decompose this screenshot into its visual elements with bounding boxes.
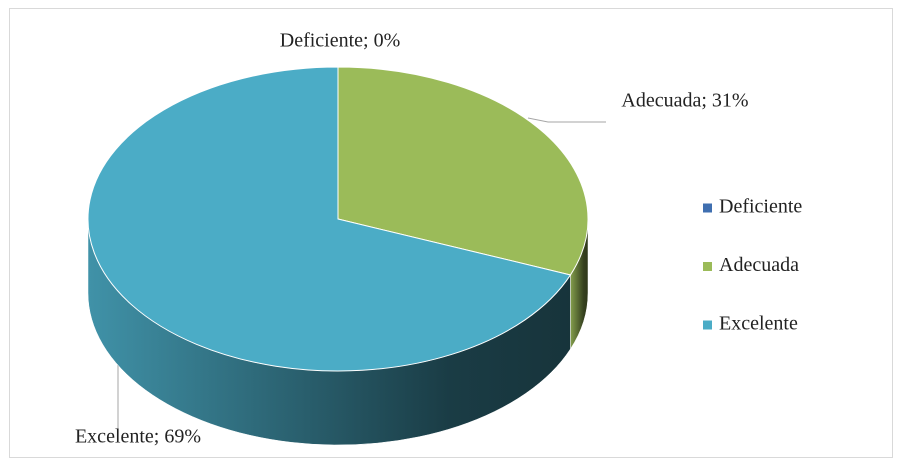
legend-swatch: [703, 262, 712, 271]
legend-swatch: [703, 320, 712, 330]
data-label: Deficiente; 0%: [280, 30, 401, 52]
legend-label: Excelente: [719, 313, 798, 335]
slice: [87, 66, 572, 372]
legend-label: Deficiente: [719, 196, 802, 218]
data-label: Adecuada; 31%: [621, 90, 748, 112]
data-label: Excelente; 69%: [75, 426, 201, 448]
legend-label: Adecuada: [719, 254, 799, 276]
leader-line: [527, 117, 606, 123]
slice: [337, 66, 589, 276]
legend-swatch: [703, 203, 712, 213]
